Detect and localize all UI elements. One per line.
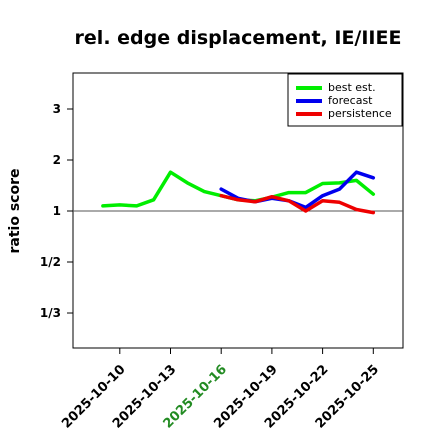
- y-tick-label: 1: [53, 204, 61, 218]
- x-axis: 2025-10-102025-10-132025-10-162025-10-19…: [59, 348, 382, 432]
- y-axis-label: ratio score: [7, 169, 23, 254]
- chart-title: rel. edge displacement, IE/IIEE: [75, 27, 402, 49]
- y-axis: 3 2 1 1/2 1/3: [40, 102, 73, 320]
- y-tick-label: 1/2: [40, 255, 61, 269]
- legend-label-forecast: forecast: [328, 94, 373, 107]
- legend-label-persistence: persistence: [328, 107, 392, 120]
- legend-label-best-est: best est.: [328, 81, 376, 94]
- legend: best est. forecast persistence: [287, 73, 403, 127]
- series-line-persistence: [219, 193, 376, 215]
- y-tick-label: 1/3: [40, 306, 61, 320]
- y-tick-label: 2: [53, 153, 61, 167]
- y-tick-label: 3: [53, 102, 61, 116]
- series-layer: [101, 170, 376, 215]
